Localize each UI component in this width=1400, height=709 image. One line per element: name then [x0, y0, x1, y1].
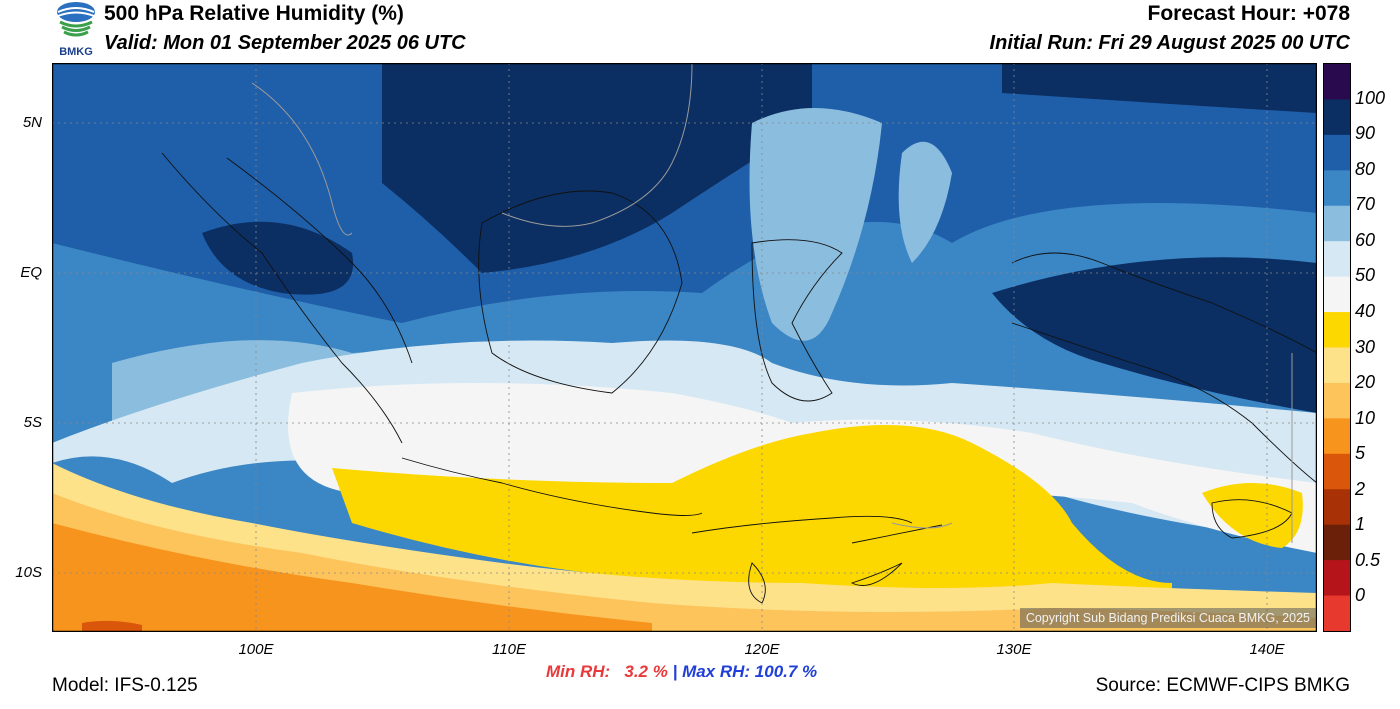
valid-time: Valid: Mon 01 September 2025 06 UTC	[104, 32, 466, 54]
colorbar-label: 30	[1355, 336, 1376, 357]
copyright-note: Copyright Sub Bidang Prediksi Cuaca BMKG…	[1019, 608, 1316, 628]
colorbar-label: 20	[1355, 372, 1376, 393]
colorbar-segment	[1324, 347, 1350, 384]
lat-label-5n: 5N	[22, 114, 42, 131]
colorbar-segment	[1324, 64, 1350, 100]
grid	[52, 63, 1317, 632]
colorbar-label: 50	[1355, 265, 1376, 286]
colorbar-segment	[1324, 595, 1350, 631]
colorbar-label: 10	[1355, 407, 1376, 428]
colorbar-segment	[1324, 241, 1350, 278]
lon-label-110e: 110E	[492, 641, 526, 658]
bmkg-logo	[57, 2, 95, 37]
colorbar-label: 0.5	[1355, 549, 1381, 570]
borders	[251, 63, 1293, 543]
lat-label-10s: 10S	[15, 564, 42, 581]
humidity-map	[52, 63, 1317, 632]
colorbar-label: 100	[1355, 87, 1386, 108]
colorbar-segment	[1324, 276, 1350, 313]
model-label: Model: IFS-0.125	[52, 675, 198, 696]
initial-run: Initial Run: Fri 29 August 2025 00 UTC	[989, 32, 1350, 54]
lon-label-140e: 140E	[1249, 641, 1285, 658]
colorbar-segment	[1324, 205, 1350, 242]
coastlines	[161, 152, 1317, 604]
source-label: Source: ECMWF-CIPS BMKG	[1095, 675, 1350, 696]
max-rh: Max RH: 100.7 %	[682, 662, 818, 681]
colorbar-label: 60	[1355, 229, 1376, 250]
colorbar-segment	[1324, 99, 1350, 136]
colorbar-segment	[1324, 524, 1350, 561]
colorbar-label: 1	[1355, 514, 1366, 535]
colorbar-segment	[1324, 134, 1350, 171]
colorbar-label: 70	[1355, 194, 1376, 215]
colorbar-label: 90	[1355, 123, 1376, 144]
colorbar-label: 80	[1355, 158, 1376, 179]
colorbar-label: 40	[1355, 300, 1376, 321]
lat-label-eq: EQ	[20, 264, 42, 281]
colorbar-label: 2	[1355, 478, 1366, 499]
min-max-readout: Min RH: 3.2 % | Max RH: 100.7 %	[546, 662, 817, 682]
colorbar-segment	[1324, 560, 1350, 597]
lat-label-5s: 5S	[23, 414, 42, 431]
colorbar-segment	[1324, 382, 1350, 419]
map-title: 500 hPa Relative Humidity (%)	[104, 2, 404, 25]
colorbar-segment	[1324, 489, 1350, 526]
colorbar	[1323, 63, 1351, 632]
colorbar-segment	[1324, 453, 1350, 490]
colorbar-label: 0	[1355, 585, 1366, 606]
colorbar-segment	[1324, 418, 1350, 455]
forecast-hour: Forecast Hour: +078	[1147, 2, 1351, 25]
lon-label-120e: 120E	[744, 641, 780, 658]
colorbar-segment	[1324, 312, 1350, 348]
lon-label-100e: 100E	[238, 641, 274, 658]
logo-text: BMKG	[59, 46, 93, 58]
lon-label-130e: 130E	[996, 641, 1032, 658]
colorbar-segment	[1324, 170, 1350, 207]
min-rh: Min RH: 3.2 %	[546, 662, 668, 681]
separator: |	[667, 662, 683, 681]
colorbar-label: 5	[1355, 443, 1366, 464]
